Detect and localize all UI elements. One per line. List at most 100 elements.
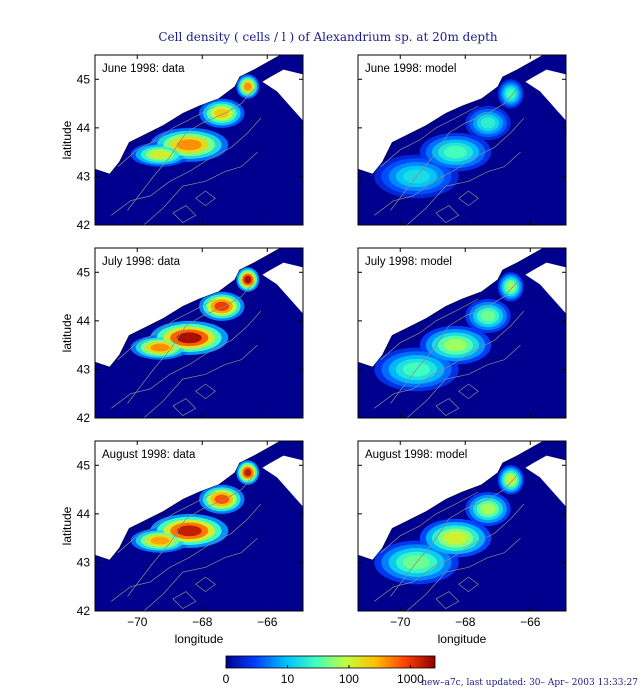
y-tick-label: 42 — [77, 218, 91, 232]
chart-title: Cell density ( cells / l ) of Alexandriu… — [158, 30, 498, 44]
bathymetry-contour — [406, 151, 521, 225]
colorbar: 0 10 100 1000 — [223, 655, 436, 686]
density-patch — [444, 531, 467, 545]
bathymetry-contour — [406, 537, 521, 611]
density-patch — [506, 89, 515, 99]
panel-label: August 1998: data — [102, 449, 196, 461]
bathymetry-contour — [195, 383, 216, 400]
panel-3: July 1998: model — [357, 247, 567, 419]
bathymetry-contour — [374, 503, 525, 602]
y-tick-label: 42 — [77, 604, 91, 618]
x-tick-label: −70 — [390, 615, 411, 629]
y-tick-label: 45 — [77, 265, 91, 279]
colorbar-gradient — [225, 655, 436, 669]
y-tick-label: 45 — [77, 72, 91, 86]
bathymetry-contour — [172, 591, 197, 610]
density-patch — [150, 536, 170, 545]
land-mask-nova-scotia — [525, 69, 566, 121]
x-tick-label: −66 — [520, 615, 541, 629]
panel-1: June 1998: model — [357, 54, 567, 226]
y-axis-label-row3: latitude — [60, 506, 74, 545]
density-patch — [176, 525, 202, 537]
density-patch — [480, 310, 496, 322]
bathymetry-contour — [127, 474, 255, 597]
y-axis-label-row1: latitude — [60, 120, 74, 159]
bathymetry-contour — [435, 205, 460, 224]
bathymetry-contour — [406, 344, 521, 418]
density-patch — [214, 494, 230, 504]
panel-label: June 1998: model — [365, 63, 456, 75]
panel-map — [95, 248, 303, 418]
bathymetry-contour — [390, 474, 518, 597]
bathymetry-contour — [374, 310, 525, 409]
bathymetry-contour — [143, 151, 258, 225]
density-patch — [214, 108, 230, 118]
axes-frame — [357, 247, 567, 419]
bathymetry-contour — [458, 383, 479, 400]
land-mask — [95, 55, 281, 175]
bathymetry-contour — [390, 281, 518, 404]
footer-note: new–a7c, last updated: 30– Apr– 2003 13:… — [421, 678, 638, 688]
density-patch — [444, 145, 467, 159]
x-tick-label: −68 — [455, 615, 476, 629]
panel-label: August 1998: model — [365, 449, 467, 461]
bathymetry-contour — [458, 576, 479, 593]
axes-frame — [357, 54, 567, 226]
density-patch — [244, 468, 252, 477]
panel-label: July 1998: data — [102, 256, 181, 268]
density-patch — [150, 150, 170, 159]
x-tick-label: −70 — [127, 615, 148, 629]
bathymetry-contour — [195, 190, 216, 207]
land-mask — [358, 441, 544, 561]
density-patch — [244, 82, 252, 91]
bathymetry-contour — [143, 344, 258, 418]
bathymetry-contour — [111, 310, 262, 409]
x-axis-label-right: longitude — [438, 632, 487, 646]
y-tick-label: 43 — [77, 555, 91, 569]
bathymetry-contour — [143, 537, 258, 611]
panel-4: August 1998: data 42 43 44 45 −70 −68 −66 — [77, 440, 304, 629]
y-tick-label: 44 — [77, 314, 91, 328]
y-tick-label: 42 — [77, 411, 91, 425]
bathymetry-contour — [380, 298, 479, 360]
bathymetry-contour — [111, 117, 262, 216]
land-mask — [95, 248, 281, 368]
colorbar-tick-label: 10 — [281, 672, 295, 686]
land-mask-nova-scotia — [262, 262, 303, 314]
density-patch — [480, 503, 496, 515]
panel-2: July 1998: data 42 43 44 45 — [77, 247, 304, 425]
bathymetry-contour — [380, 105, 479, 167]
y-tick-label: 44 — [77, 121, 91, 135]
y-axis-label-row2: latitude — [60, 313, 74, 352]
land-mask — [358, 55, 544, 175]
bathymetry-contour — [172, 205, 197, 224]
land-mask — [358, 248, 544, 368]
axes-frame — [94, 54, 304, 226]
panel-label: July 1998: model — [365, 256, 452, 268]
axes-frame — [94, 440, 304, 612]
panel-5: August 1998: model −70 −68 −66 — [357, 440, 567, 629]
bathymetry-contour — [380, 491, 479, 553]
density-patch — [506, 475, 515, 485]
density-patch — [176, 332, 202, 344]
density-patch — [176, 139, 202, 151]
x-tick-label: −66 — [257, 615, 278, 629]
bathymetry-contour — [127, 281, 255, 404]
panel-map — [95, 441, 303, 611]
panel-0: June 1998: data 42 43 44 45 — [77, 54, 304, 232]
density-patch — [244, 275, 252, 284]
bathymetry-contour — [195, 576, 216, 593]
x-tick-label: −68 — [192, 615, 213, 629]
land-mask-nova-scotia — [262, 455, 303, 507]
panel-map — [358, 441, 566, 611]
bathymetry-contour — [111, 503, 262, 602]
panel-map — [358, 55, 566, 225]
bathymetry-contour — [117, 105, 216, 167]
y-tick-label: 45 — [77, 458, 91, 472]
axes-frame — [94, 247, 304, 419]
bathymetry-contour — [172, 398, 197, 417]
density-patch — [480, 117, 496, 129]
density-patch — [506, 282, 515, 292]
land-mask-nova-scotia — [525, 262, 566, 314]
